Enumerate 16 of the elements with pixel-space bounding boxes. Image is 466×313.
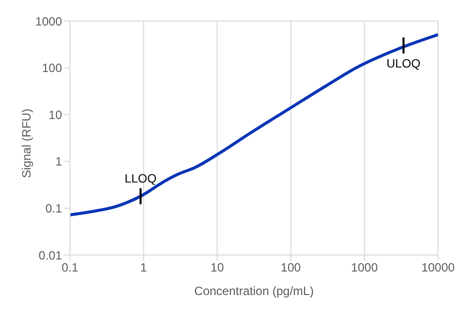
y-tick-label: 1 [55,154,62,169]
annotation: LLOQ [124,171,157,186]
x-tick-label: 10000 [421,260,456,275]
x-tick-label: 1000 [351,260,378,275]
x-tick-label: 100 [280,260,302,275]
y-tick-label: 10 [48,108,62,122]
y-axis-title: Signal (RFU) [19,108,34,178]
y-tick-label: 0.01 [38,248,62,262]
y-tick-label: 0.1 [45,201,62,216]
annotation: ULOQ [386,56,421,70]
x-tick-label: 10 [210,260,224,275]
x-tick-label: 0.1 [62,260,79,275]
y-tick-label: 100 [42,61,62,76]
y-tick-label: 1000 [35,14,62,28]
x-tick-label: 1 [140,260,148,275]
x-axis-title: Concentration (pg/mL) [194,284,314,298]
